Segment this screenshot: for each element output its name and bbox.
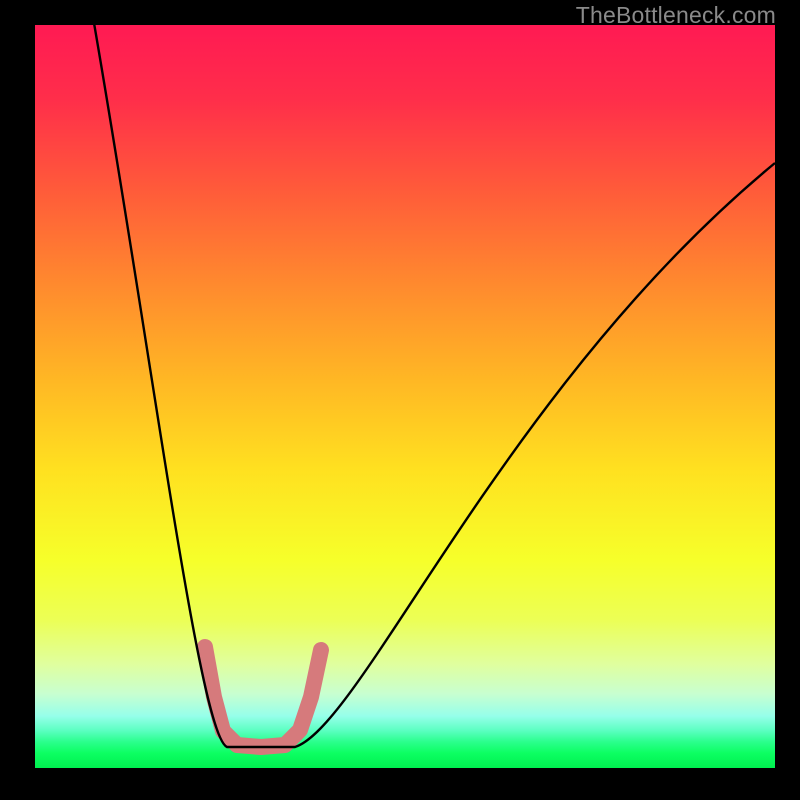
plot-area [35, 25, 775, 768]
gradient-background [35, 25, 775, 768]
watermark-text: TheBottleneck.com [576, 2, 776, 29]
plot-svg [35, 25, 775, 768]
